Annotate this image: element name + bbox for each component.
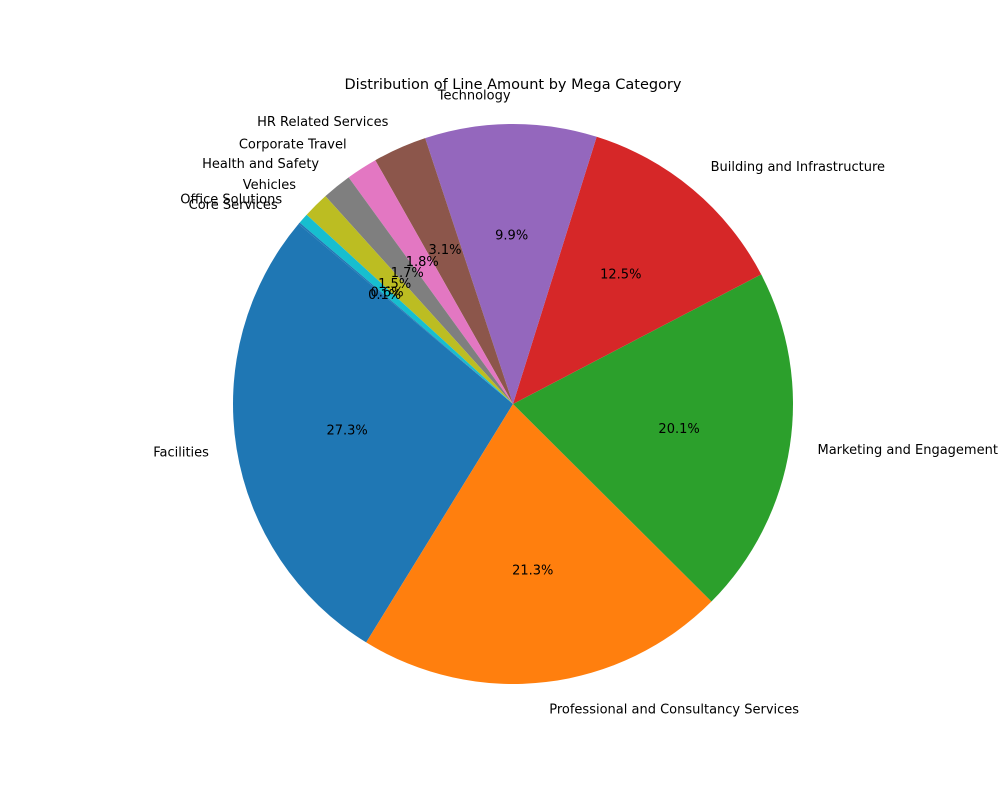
slice-hr-related-services (375, 138, 513, 405)
slice-health-and-safety (325, 177, 513, 404)
slice-vehicles (306, 196, 513, 404)
slice-facilities (233, 224, 513, 643)
percent-office-solutions: 0.6% (371, 285, 404, 300)
percent-health-and-safety: 1.7% (391, 266, 424, 281)
percent-corporate-travel: 1.8% (406, 255, 439, 270)
percent-facilities: 27.3% (326, 423, 367, 438)
label-technology: Technology (437, 89, 511, 104)
percent-hr-related-services: 3.1% (428, 243, 461, 258)
label-building-and-infrastructure: Building and Infrastructure (711, 160, 885, 175)
label-marketing-and-engagement: Marketing and Engagement (817, 443, 997, 458)
slice-name-labels: Facilities Professional and Consultancy S… (153, 89, 998, 718)
percent-technology: 9.9% (495, 229, 528, 244)
pie-slices (233, 124, 793, 684)
slice-professional-and-consultancy-services (366, 404, 712, 684)
label-office-solutions: Office Solutions (180, 193, 282, 208)
label-core-services: Core Services (189, 198, 278, 213)
slice-corporate-travel (348, 160, 513, 404)
percent-marketing-and-engagement: 20.1% (658, 422, 699, 437)
percent-building-and-infrastructure: 12.5% (600, 268, 641, 283)
percent-professional-and-consultancy-services: 21.3% (512, 563, 553, 578)
label-professional-and-consultancy-services: Professional and Consultancy Services (549, 702, 799, 717)
label-corporate-travel: Corporate Travel (239, 137, 347, 152)
slice-core-services (298, 222, 513, 404)
label-vehicles: Vehicles (243, 178, 296, 193)
slice-marketing-and-engagement (513, 274, 793, 602)
label-facilities: Facilities (153, 446, 209, 461)
slice-percent-labels: 27.3% 21.3% 20.1% 12.5% 9.9% 3.1%1.8%1.7%1.5%… (326, 229, 699, 579)
slice-technology (425, 124, 597, 405)
label-health-and-safety: Health and Safety (202, 157, 319, 172)
chart-title: Distribution of Line Amount by Mega Cate… (345, 77, 682, 93)
label-hr-related-services: HR Related Services (257, 115, 388, 130)
percent-core-services: 0.1% (368, 288, 401, 303)
percent-vehicles: 1.5% (378, 277, 411, 292)
slice-building-and-infrastructure (513, 136, 762, 404)
slice-office-solutions (299, 214, 513, 404)
